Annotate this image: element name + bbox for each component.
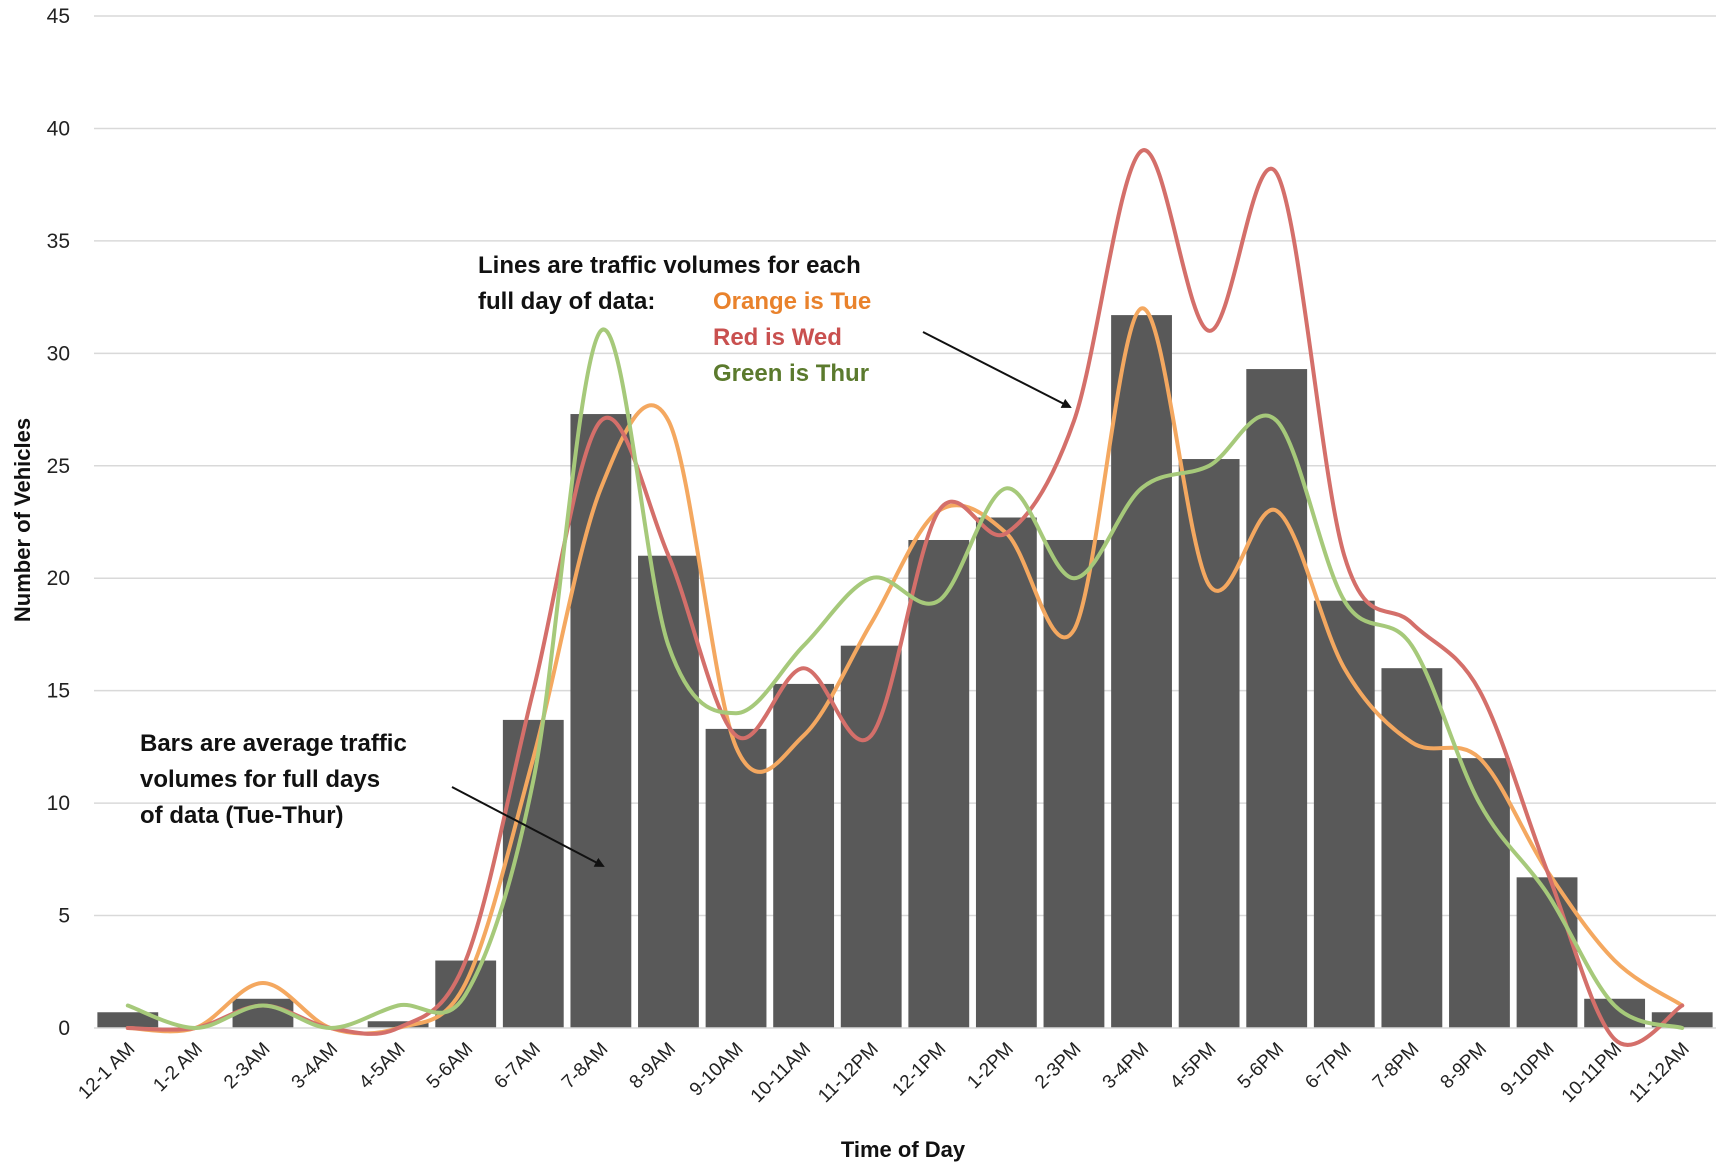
thur-line bbox=[125, 327, 1685, 1030]
x-tick-label: 10-11PM bbox=[1558, 1039, 1626, 1107]
x-tick-label: 11-12PM bbox=[814, 1039, 882, 1107]
bar bbox=[570, 414, 632, 1028]
bar bbox=[1449, 758, 1510, 1028]
lines-note-line-2: full day of data: bbox=[478, 288, 655, 315]
x-tick-label: 4-5PM bbox=[1166, 1039, 1220, 1093]
x-tick-label: 8-9AM bbox=[626, 1039, 680, 1093]
bars bbox=[97, 315, 1713, 1028]
y-tick-label: 25 bbox=[47, 455, 70, 478]
bar bbox=[232, 998, 294, 1028]
y-axis-ticks: 0 5 10 15 20 25 30 35 40 45 bbox=[47, 5, 70, 1040]
x-tick-label: 5-6PM bbox=[1234, 1039, 1288, 1093]
y-tick-label: 45 bbox=[47, 5, 70, 28]
x-tick-label: 10-11AM bbox=[747, 1039, 815, 1107]
x-tick-label: 2-3PM bbox=[1031, 1039, 1085, 1093]
bar bbox=[1381, 668, 1443, 1028]
bar bbox=[1246, 369, 1308, 1028]
green-legend-label: Green is Thur bbox=[713, 360, 869, 387]
y-tick-label: 5 bbox=[58, 905, 70, 928]
bar bbox=[975, 517, 1037, 1028]
bar bbox=[1178, 459, 1240, 1028]
x-tick-label: 7-8AM bbox=[558, 1039, 612, 1093]
x-tick-label: 1-2PM bbox=[963, 1039, 1017, 1093]
bar bbox=[908, 539, 970, 1028]
bar bbox=[1043, 539, 1105, 1028]
x-tick-label: 7-8PM bbox=[1369, 1039, 1423, 1093]
x-tick-label: 12-1PM bbox=[888, 1039, 950, 1101]
x-tick-label: 2-3AM bbox=[220, 1039, 274, 1093]
bar bbox=[638, 555, 699, 1028]
day-lines bbox=[125, 148, 1685, 1047]
y-tick-label: 20 bbox=[47, 567, 70, 590]
x-tick-label: 11-12AM bbox=[1625, 1039, 1693, 1107]
bars-note-line-1: Bars are average traffic bbox=[140, 730, 407, 757]
lines-note-line-1: Lines are traffic volumes for each bbox=[478, 252, 861, 279]
x-tick-label: 5-6AM bbox=[423, 1039, 477, 1093]
bar bbox=[97, 1012, 159, 1028]
bar bbox=[840, 645, 902, 1028]
gridlines bbox=[94, 15, 1716, 917]
bar bbox=[705, 728, 767, 1028]
x-tick-label: 6-7PM bbox=[1301, 1039, 1355, 1093]
y-tick-label: 35 bbox=[47, 230, 70, 253]
x-tick-label: 8-9PM bbox=[1437, 1039, 1491, 1093]
x-tick-label: 12-1 AM bbox=[74, 1039, 139, 1104]
bars-note-line-2: volumes for full days bbox=[140, 766, 380, 793]
lines-note-arrow bbox=[922, 331, 1072, 408]
x-tick-label: 9-10PM bbox=[1497, 1039, 1559, 1101]
y-tick-label: 0 bbox=[58, 1017, 70, 1040]
tue-line bbox=[125, 306, 1685, 1036]
y-tick-label: 10 bbox=[47, 792, 70, 815]
x-tick-label: 9-10AM bbox=[686, 1039, 748, 1101]
bar bbox=[1111, 315, 1172, 1028]
x-axis-title: Time of Day bbox=[841, 1137, 966, 1162]
x-tick-label: 3-4PM bbox=[1099, 1039, 1153, 1093]
bars-annotation: Bars are average traffic volumes for ful… bbox=[140, 730, 407, 829]
x-tick-label: 1-2 AM bbox=[149, 1039, 206, 1096]
bar bbox=[367, 1021, 429, 1028]
y-tick-label: 40 bbox=[47, 117, 70, 140]
bars-note-arrow bbox=[451, 786, 605, 867]
red-legend-label: Red is Wed bbox=[713, 324, 842, 351]
y-axis-title: Number of Vehicles bbox=[10, 418, 35, 622]
y-tick-label: 15 bbox=[47, 680, 70, 703]
x-tick-label: 4-5AM bbox=[355, 1039, 409, 1093]
bar bbox=[773, 683, 835, 1028]
x-axis-ticks: 12-1 AM 1-2 AM 2-3AM 3-4AM 4-5AM 5-6AM 6-7AM 7-… bbox=[74, 1039, 1693, 1107]
lines-annotation: Lines are traffic volumes for each full … bbox=[478, 252, 871, 387]
x-tick-label: 6-7AM bbox=[490, 1039, 544, 1093]
x-tick-label: 3-4AM bbox=[288, 1039, 342, 1093]
wed-line bbox=[125, 148, 1685, 1047]
bars-note-line-3: of data (Tue-Thur) bbox=[140, 802, 344, 829]
orange-legend-label: Orange is Tue bbox=[713, 288, 871, 315]
y-tick-label: 30 bbox=[47, 342, 70, 365]
